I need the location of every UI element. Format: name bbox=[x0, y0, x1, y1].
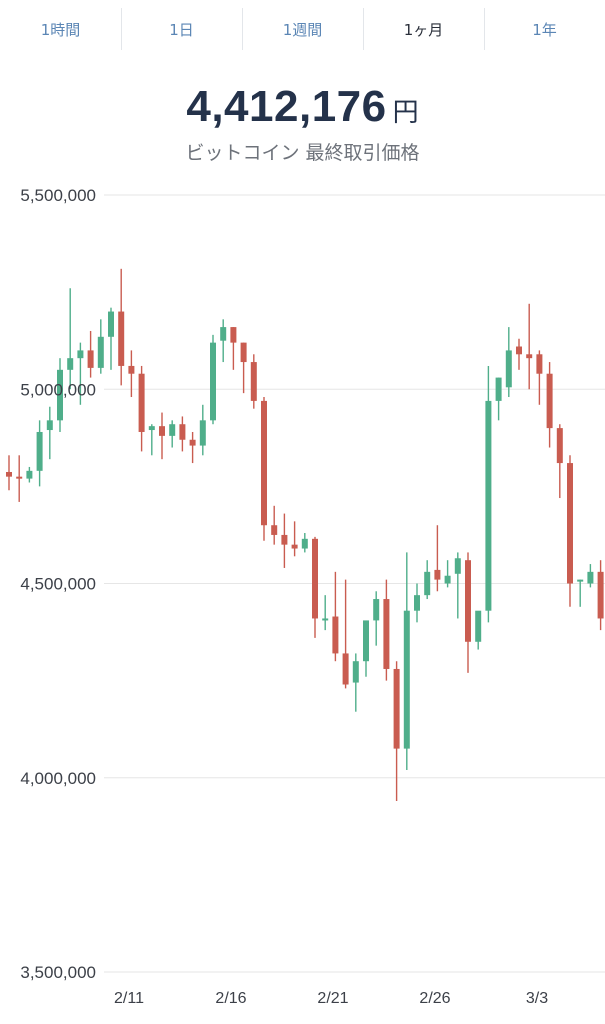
chart-grid bbox=[104, 194, 605, 973]
x-tick-label: 2/16 bbox=[215, 990, 246, 1007]
candle bbox=[546, 362, 553, 448]
candle bbox=[138, 365, 145, 452]
candle bbox=[128, 350, 135, 398]
tab-1-week[interactable]: 1週間 bbox=[242, 8, 363, 50]
candle bbox=[444, 560, 451, 588]
candle bbox=[556, 424, 563, 499]
candle bbox=[383, 579, 390, 681]
candle bbox=[148, 424, 155, 456]
candle bbox=[108, 307, 114, 370]
candle bbox=[363, 620, 369, 677]
candle bbox=[352, 653, 359, 712]
candle bbox=[322, 595, 329, 631]
candle bbox=[597, 560, 604, 631]
candle bbox=[536, 350, 543, 405]
candle bbox=[240, 342, 247, 394]
candle bbox=[97, 319, 104, 374]
tab-1-year[interactable]: 1年 bbox=[484, 8, 605, 50]
last-price: 4,412,176 円 bbox=[0, 82, 605, 132]
candle bbox=[281, 513, 288, 568]
candle bbox=[250, 354, 257, 409]
candle bbox=[434, 525, 441, 592]
candle bbox=[46, 406, 53, 460]
candle bbox=[67, 288, 74, 390]
x-tick-label: 3/3 bbox=[526, 990, 548, 1007]
x-tick-label: 2/26 bbox=[419, 990, 450, 1007]
candle bbox=[26, 466, 33, 483]
candle bbox=[485, 365, 492, 623]
x-axis-labels: 2/11 2/16 2/21 2/26 3/3 bbox=[114, 990, 548, 1007]
tab-1-day[interactable]: 1日 bbox=[121, 8, 242, 50]
tab-1-hour[interactable]: 1時間 bbox=[40, 20, 81, 39]
y-tick-label: 4,000,000 bbox=[20, 769, 96, 788]
candle bbox=[567, 455, 573, 607]
candle bbox=[210, 334, 216, 425]
candle bbox=[36, 420, 43, 487]
y-axis-labels: 5,500,000 5,000,000 4,500,000 4,000,000 3,50… bbox=[20, 186, 96, 982]
candle bbox=[271, 505, 278, 545]
candles bbox=[6, 268, 604, 802]
candle bbox=[159, 412, 165, 460]
candle bbox=[57, 358, 63, 432]
candle bbox=[505, 327, 512, 398]
candle bbox=[495, 377, 502, 421]
candle bbox=[87, 330, 94, 378]
candle bbox=[16, 455, 23, 502]
candle bbox=[587, 564, 594, 588]
candle bbox=[118, 268, 125, 386]
candle bbox=[475, 610, 482, 650]
candle bbox=[393, 661, 400, 802]
candle bbox=[77, 342, 84, 405]
candle bbox=[526, 303, 533, 390]
candle bbox=[301, 532, 308, 553]
y-tick-label: 5,000,000 bbox=[20, 380, 96, 399]
currency-unit: 円 bbox=[392, 98, 419, 128]
y-tick-label: 5,500,000 bbox=[20, 186, 96, 205]
candle bbox=[312, 536, 318, 638]
candle bbox=[169, 420, 176, 448]
y-tick-label: 4,500,000 bbox=[20, 575, 96, 594]
candle bbox=[189, 431, 196, 464]
candle bbox=[342, 579, 349, 689]
price-subtitle: ビットコイン 最終取引価格 bbox=[185, 142, 420, 164]
candle bbox=[179, 416, 186, 452]
timeframe-tabs: 1時間 1日 1週間 1ヶ月 1年 bbox=[0, 8, 605, 50]
candle bbox=[577, 579, 584, 607]
candle bbox=[6, 455, 12, 491]
candle bbox=[261, 397, 267, 541]
x-tick-label: 2/21 bbox=[317, 990, 348, 1007]
x-tick-label: 2/11 bbox=[114, 990, 144, 1007]
last-price-value: 4,412,176 bbox=[186, 82, 387, 131]
candle bbox=[465, 552, 471, 673]
candle bbox=[454, 552, 461, 619]
tab-1-month[interactable]: 1ヶ月 bbox=[363, 8, 484, 50]
candle bbox=[199, 404, 206, 456]
candle bbox=[332, 571, 339, 662]
candle bbox=[291, 521, 298, 557]
candle bbox=[403, 552, 410, 770]
candle bbox=[220, 319, 227, 363]
candle bbox=[414, 583, 420, 623]
candle bbox=[424, 560, 431, 600]
candle bbox=[373, 591, 380, 646]
y-tick-label: 3,500,000 bbox=[20, 963, 96, 982]
candle bbox=[516, 338, 522, 370]
candle bbox=[230, 327, 237, 370]
